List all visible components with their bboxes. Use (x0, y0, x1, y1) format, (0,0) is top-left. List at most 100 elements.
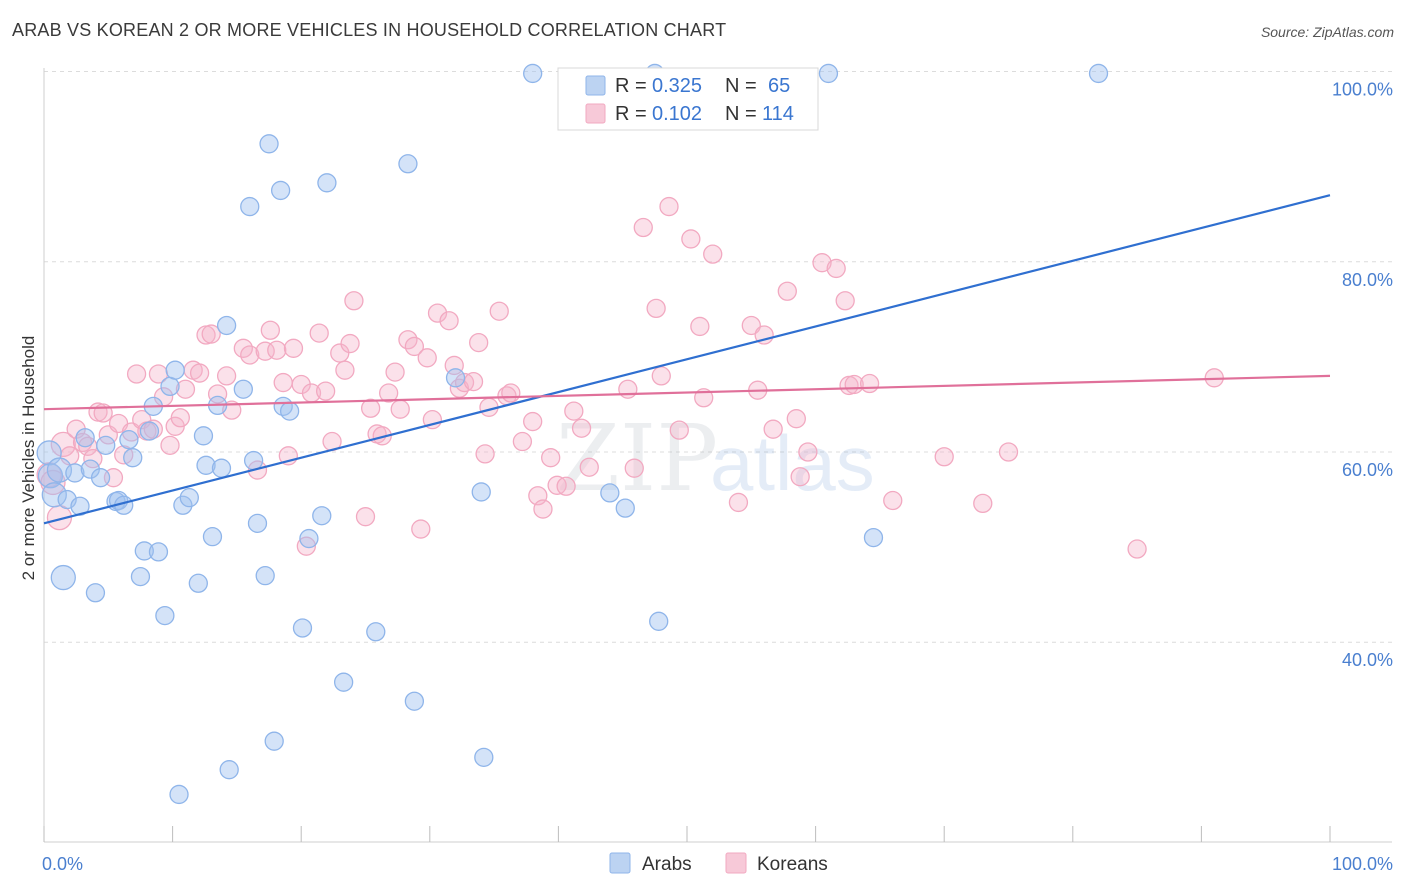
arabs-point-52 (366, 622, 386, 642)
koreans-point-85 (579, 457, 599, 477)
y-axis-label: 2 or more Vehicles in Household (19, 336, 38, 581)
koreans-point-57 (385, 362, 405, 382)
arabs-point-27 (173, 495, 193, 515)
arabs-point-26 (169, 784, 189, 805)
legend-n-value-arabs: 65 (768, 75, 790, 97)
arabs-point-40 (247, 513, 268, 533)
x-tick-labels: 0.0% 100.0% (42, 854, 1393, 874)
x-tick-label-100: 100.0% (1332, 854, 1393, 874)
koreans-point-97 (728, 492, 749, 513)
arabs-point-54 (404, 691, 425, 711)
arabs-point-19 (134, 541, 154, 561)
koreans-point-111 (859, 373, 880, 394)
arabs-point-24 (160, 376, 180, 397)
koreans-point-104 (790, 467, 810, 487)
watermark-zip: ZIP (556, 405, 718, 512)
arabs-point-18 (130, 566, 151, 587)
koreans-point-43 (296, 536, 316, 556)
arabs-point-36 (219, 760, 239, 780)
arabs-point-3 (46, 457, 73, 483)
trendlines (43, 194, 1331, 525)
legend-n-label-arabs: N = (725, 75, 757, 97)
y-tick-label-100: 100.0% (1332, 80, 1393, 100)
arabs-point-11 (90, 468, 111, 488)
arabs-point-10 (85, 583, 106, 603)
koreans-point-64 (427, 303, 448, 323)
legend-swatch-koreans (585, 103, 606, 124)
arabs-point-59 (600, 483, 620, 503)
arabs-point-20 (139, 421, 160, 441)
koreans-point-46 (315, 381, 336, 401)
koreans-point-38 (267, 340, 287, 360)
arabs-point-48 (299, 528, 319, 549)
arabs-point-6 (65, 463, 85, 483)
koreans-point-75 (501, 383, 521, 403)
koreans-point-107 (826, 258, 846, 279)
koreans-point-101 (763, 419, 783, 439)
koreans-point-79 (533, 499, 553, 519)
arabs-point-34 (211, 458, 232, 478)
koreans-point-115 (998, 442, 1019, 462)
top-legend: R = 0.325 N = 65 R = 0.102 N = 114 (557, 67, 819, 131)
arabs-point-25 (165, 360, 185, 380)
arabs-point-16 (119, 429, 139, 450)
koreans-point-22 (160, 435, 180, 455)
koreans-point-34 (240, 345, 260, 365)
arabs-point-17 (123, 448, 143, 468)
arabs-point-49 (312, 506, 332, 526)
koreans-point-16 (126, 364, 147, 384)
koreans-point-98 (741, 315, 761, 336)
axes (43, 68, 1392, 843)
koreans-point-51 (344, 291, 364, 311)
koreans-point-103 (786, 409, 806, 429)
arabs-point-35 (216, 315, 237, 336)
watermark: ZIP atlas (556, 405, 875, 512)
legend-r-value-arabs: 0.325 (652, 75, 702, 97)
koreans-point-88 (633, 217, 653, 238)
arabs-point-47 (292, 618, 313, 638)
arabs-point-62 (649, 611, 669, 631)
arabs-point-23 (155, 605, 175, 626)
arabs-point-41 (255, 566, 275, 586)
koreans-point-80 (541, 448, 561, 468)
y-tick-label-80: 80.0% (1342, 270, 1393, 290)
arabs-point-57 (474, 747, 494, 767)
koreans-point-45 (309, 323, 329, 343)
legend-swatch-arabs (585, 75, 606, 96)
koreans-point-39 (273, 372, 293, 393)
koreans-point-86 (618, 379, 638, 399)
arabs-point-50 (317, 173, 337, 193)
koreans-point-82 (556, 476, 576, 496)
koreans-point-25 (175, 379, 196, 399)
arabs-point-8 (75, 428, 95, 448)
arabs-point-63 (818, 63, 839, 84)
legend-n-value-koreans: 114 (762, 103, 794, 125)
bottom-legend-koreans: Koreans (757, 854, 828, 875)
koreans-point-27 (189, 363, 210, 383)
arabs-point-58 (523, 63, 543, 84)
koreans-point-53 (360, 398, 381, 418)
arabs-point-29 (188, 573, 208, 593)
arabs-point-4 (50, 564, 76, 591)
legend-r-value-koreans: 0.102 (652, 103, 702, 125)
koreans-point-93 (681, 229, 701, 249)
koreans-points (36, 196, 1224, 559)
arabs-point-53 (398, 154, 418, 174)
koreans-point-29 (201, 324, 221, 344)
koreans-point-50 (340, 333, 360, 354)
koreans-point-76 (512, 431, 533, 452)
arabs-point-2 (41, 482, 67, 508)
koreans-point-77 (523, 411, 543, 432)
koreans-point-65 (439, 311, 459, 331)
arabs-point-44 (270, 180, 291, 201)
koreans-point-52 (355, 507, 376, 527)
koreans-point-102 (777, 281, 797, 301)
bottom-legend-swatch-koreans (725, 852, 747, 874)
koreans-point-96 (703, 244, 723, 264)
koreans-point-91 (659, 196, 679, 217)
arabs-point-39 (243, 450, 264, 471)
arabs-point-51 (333, 672, 354, 692)
watermark-atlas: atlas (710, 419, 875, 507)
koreans-point-94 (690, 316, 710, 337)
koreans-point-60 (404, 336, 425, 357)
